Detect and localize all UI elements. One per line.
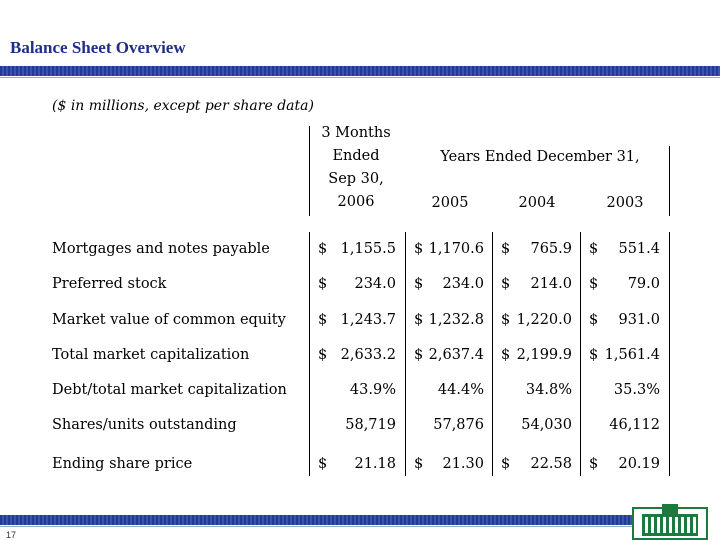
cell-value: 1,561.4 bbox=[604, 347, 660, 363]
column-divider bbox=[309, 232, 310, 476]
cell-currency-symbol: $ bbox=[589, 276, 599, 292]
cell-currency-symbol: $ bbox=[318, 347, 328, 363]
cell-currency-symbol: $ bbox=[589, 312, 599, 328]
column-divider bbox=[405, 232, 406, 476]
cell-value: 234.0 bbox=[442, 276, 484, 292]
header-col1-line: 3 Months bbox=[321, 125, 391, 141]
cell-value: 57,876 bbox=[433, 417, 484, 433]
header-col1-line: Ended bbox=[332, 148, 380, 164]
row-label: Ending share price bbox=[52, 456, 193, 472]
header-years-group: Years Ended December 31, bbox=[440, 149, 640, 165]
cell-currency-symbol: $ bbox=[501, 312, 511, 328]
cell-value: 44.4% bbox=[437, 382, 484, 398]
cell-value: 931.0 bbox=[618, 312, 660, 328]
cell-currency-symbol: $ bbox=[501, 241, 511, 257]
cell-value: 34.8% bbox=[525, 382, 572, 398]
cell-value: 765.9 bbox=[530, 241, 572, 257]
cell-value: 2,199.9 bbox=[516, 347, 572, 363]
cell-currency-symbol: $ bbox=[318, 456, 328, 472]
column-divider bbox=[309, 126, 310, 216]
header-rule bbox=[0, 66, 720, 76]
row-label: Preferred stock bbox=[52, 276, 167, 292]
column-divider bbox=[669, 232, 670, 476]
column-divider bbox=[580, 232, 581, 476]
column-divider bbox=[669, 146, 670, 216]
cell-value: 1,170.6 bbox=[428, 241, 484, 257]
cell-value: 1,243.7 bbox=[340, 312, 396, 328]
cell-currency-symbol: $ bbox=[318, 312, 328, 328]
cell-value: 2,633.2 bbox=[340, 347, 396, 363]
cell-value: 234.0 bbox=[354, 276, 396, 292]
header-year-2005: 2005 bbox=[431, 195, 469, 211]
cell-currency-symbol: $ bbox=[414, 456, 424, 472]
cell-value: 551.4 bbox=[618, 241, 660, 257]
slide-title: Balance Sheet Overview bbox=[10, 38, 186, 57]
header-rule-line bbox=[0, 77, 720, 78]
header-col-3-months: 3 Months Ended Sep 30, 2006 bbox=[308, 122, 404, 214]
cell-value: 1,220.0 bbox=[516, 312, 572, 328]
cell-value: 21.18 bbox=[354, 456, 396, 472]
cell-value: 1,155.5 bbox=[340, 241, 396, 257]
cell-currency-symbol: $ bbox=[414, 312, 424, 328]
footer-rule-line bbox=[0, 526, 634, 527]
cell-value: 2,637.4 bbox=[428, 347, 484, 363]
column-divider bbox=[492, 232, 493, 476]
cell-value: 21.30 bbox=[442, 456, 484, 472]
header-col1-line: 2006 bbox=[337, 194, 375, 210]
cell-currency-symbol: $ bbox=[501, 276, 511, 292]
cell-currency-symbol: $ bbox=[318, 276, 328, 292]
cell-currency-symbol: $ bbox=[414, 241, 424, 257]
header-col1-line: Sep 30, bbox=[328, 171, 384, 187]
row-label: Total market capitalization bbox=[52, 347, 250, 363]
footer-rule bbox=[0, 515, 634, 525]
building-logo-icon bbox=[632, 504, 708, 540]
cell-value: 54,030 bbox=[521, 417, 572, 433]
cell-currency-symbol: $ bbox=[318, 241, 328, 257]
cell-value: 35.3% bbox=[613, 382, 660, 398]
cell-currency-symbol: $ bbox=[589, 241, 599, 257]
cell-value: 43.9% bbox=[349, 382, 396, 398]
header-year-2003: 2003 bbox=[606, 195, 644, 211]
page-number: 17 bbox=[6, 530, 17, 540]
cell-value: 1,232.8 bbox=[428, 312, 484, 328]
cell-currency-symbol: $ bbox=[414, 347, 424, 363]
row-label: Mortgages and notes payable bbox=[52, 241, 270, 257]
cell-currency-symbol: $ bbox=[414, 276, 424, 292]
cell-currency-symbol: $ bbox=[501, 456, 511, 472]
cell-value: 58,719 bbox=[345, 417, 396, 433]
cell-value: 20.19 bbox=[618, 456, 660, 472]
header-year-2004: 2004 bbox=[518, 195, 556, 211]
cell-currency-symbol: $ bbox=[589, 347, 599, 363]
cell-value: 79.0 bbox=[627, 276, 660, 292]
cell-value: 46,112 bbox=[609, 417, 660, 433]
row-label: Debt/total market capitalization bbox=[52, 382, 287, 398]
row-label: Market value of common equity bbox=[52, 312, 286, 328]
cell-currency-symbol: $ bbox=[589, 456, 599, 472]
cell-value: 214.0 bbox=[530, 276, 572, 292]
table-subtitle: ($ in millions, except per share data) bbox=[52, 98, 314, 114]
row-label: Shares/units outstanding bbox=[52, 417, 237, 433]
cell-currency-symbol: $ bbox=[501, 347, 511, 363]
cell-value: 22.58 bbox=[530, 456, 572, 472]
